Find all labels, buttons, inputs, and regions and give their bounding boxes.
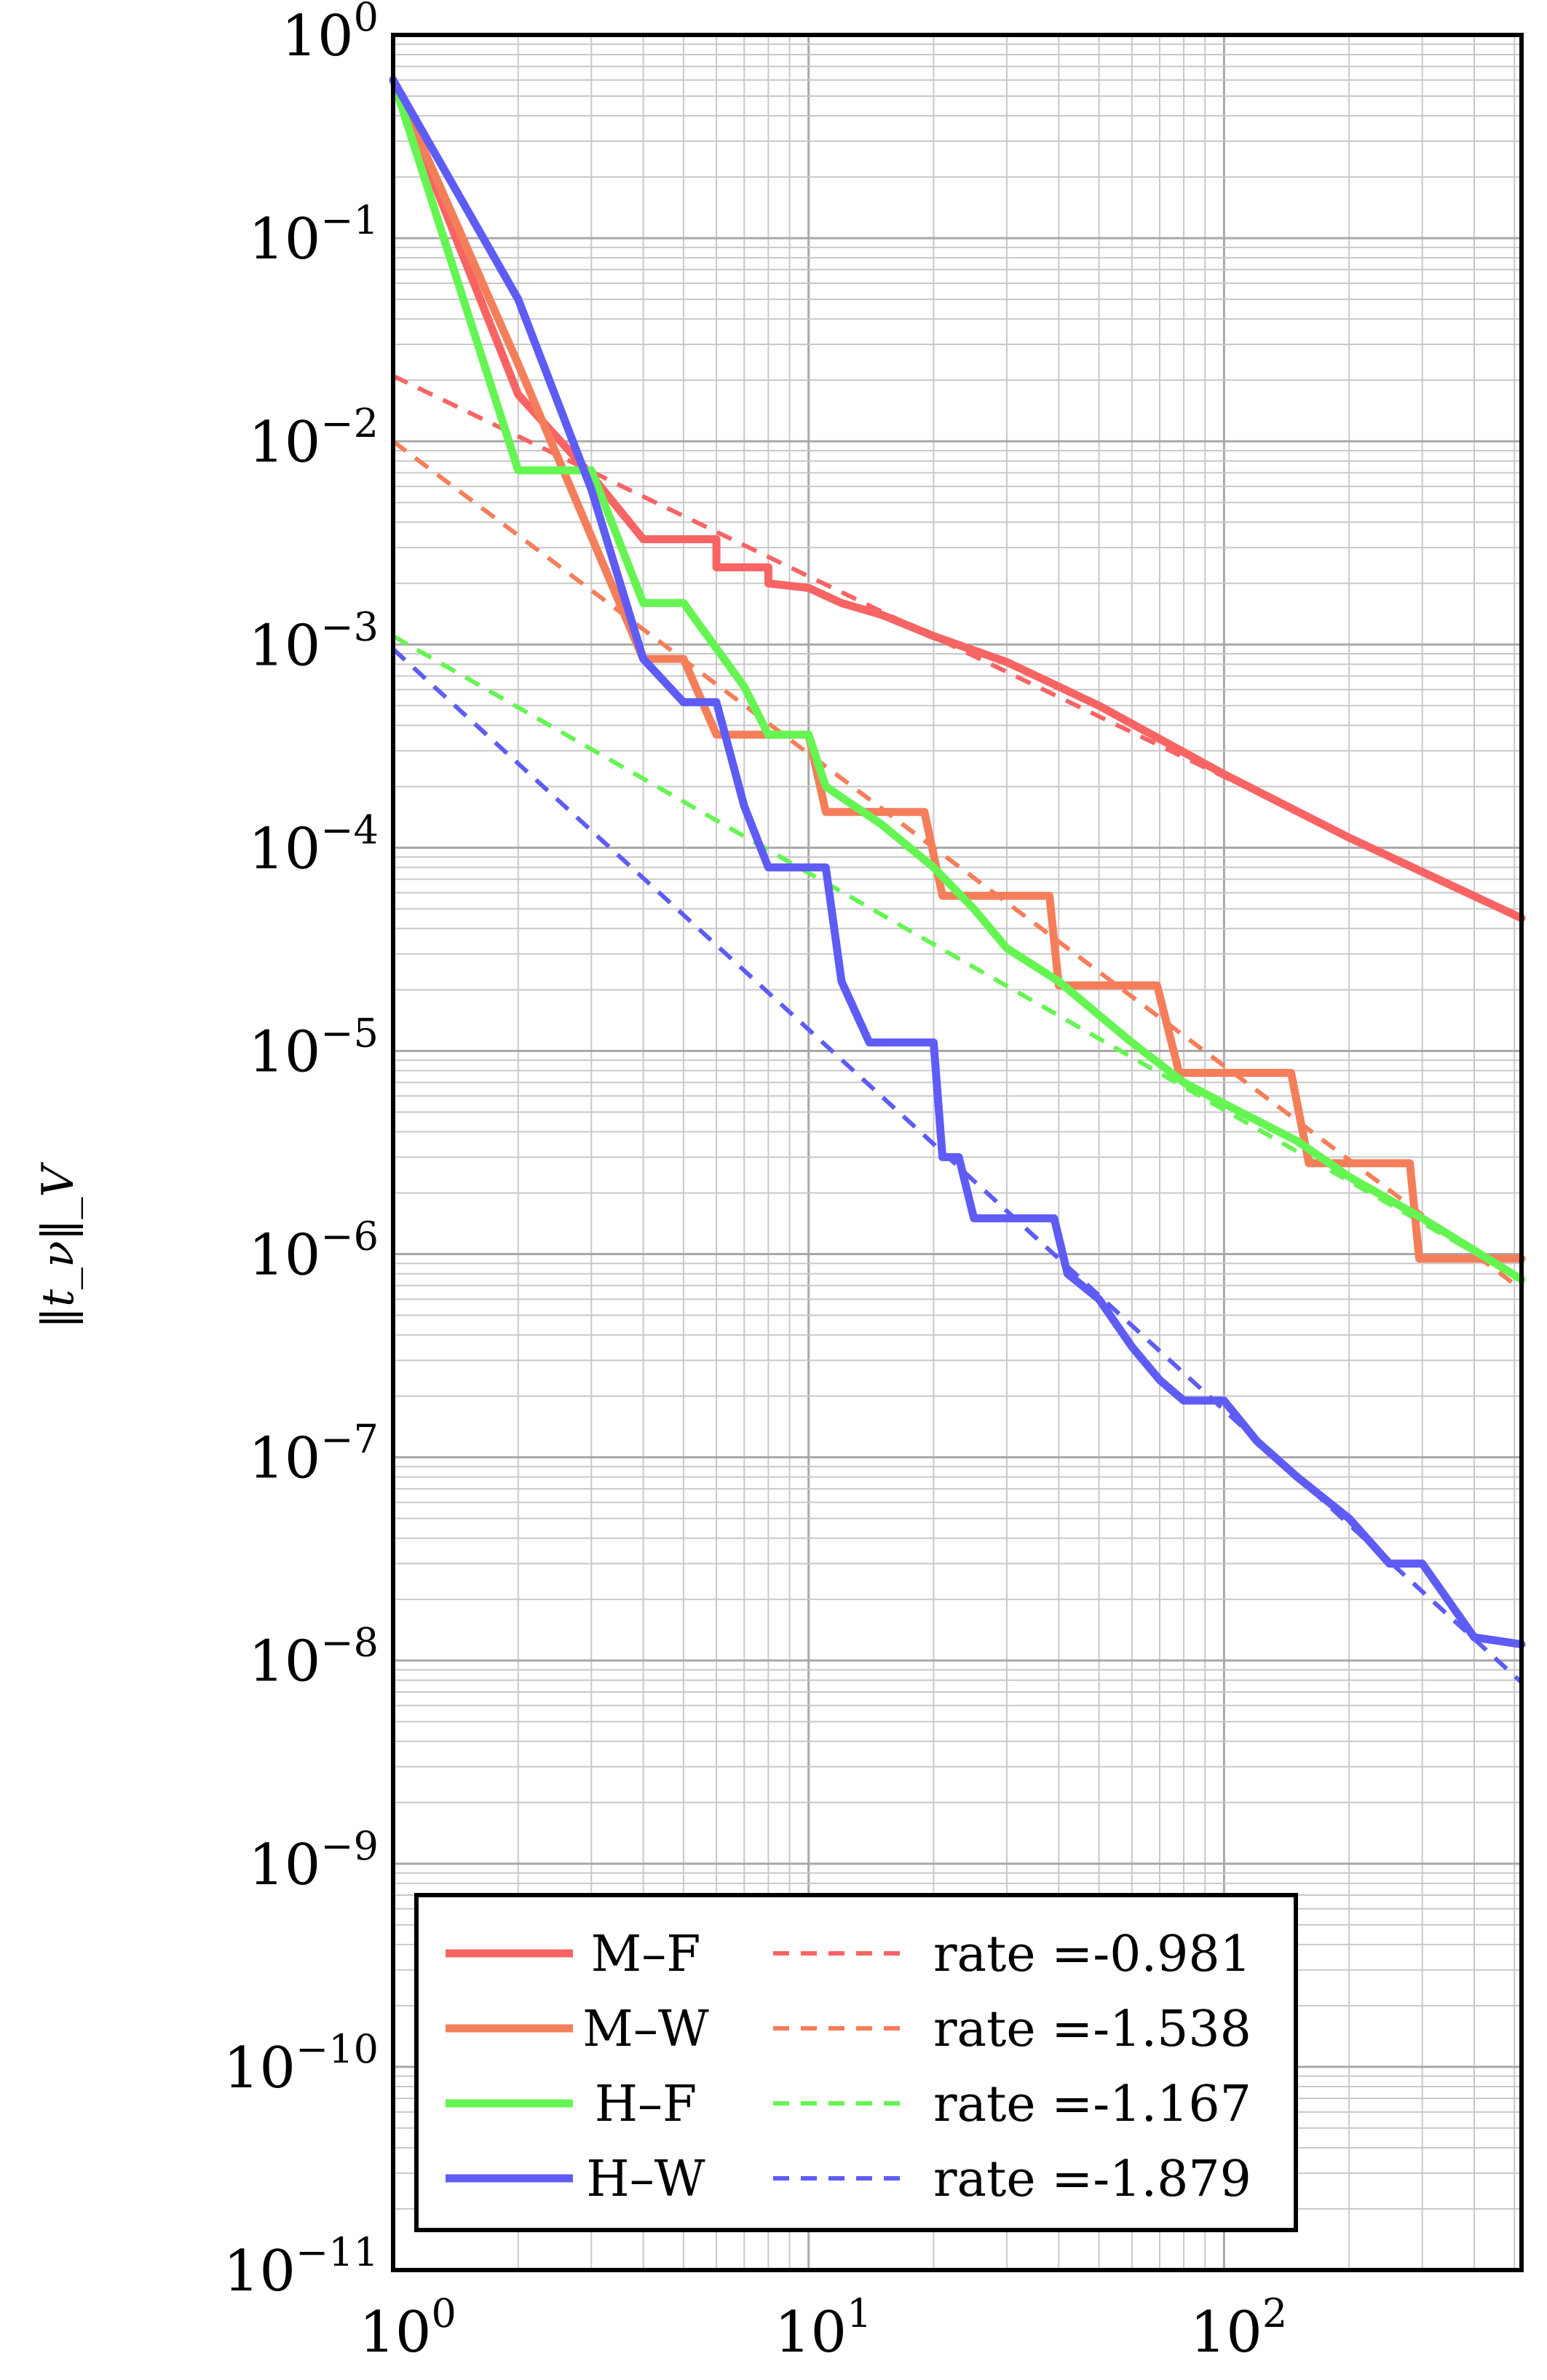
legend-rate-label: rate =-1.879 [933, 2151, 1251, 2208]
rate-line-rate-1-538 [392, 439, 1523, 1292]
legend-rate-label: rate =-1.538 [933, 2001, 1251, 2058]
legend: M–F rate =-0.981 M–W rate =-1.538 H–F rate =-… [414, 1893, 1298, 2232]
y-tick-label: 10−5 [248, 1010, 379, 1085]
y-tick-label: 10−7 [248, 1417, 379, 1492]
legend-rate-label: rate =-1.167 [933, 2076, 1251, 2133]
series-line-h-f [389, 76, 1526, 1284]
x-tick-labels: 100 101 102 [359, 2290, 1287, 2365]
legend-rate-label: rate =-0.981 [933, 1926, 1251, 1983]
plot-frame [391, 33, 1524, 2272]
y-tick-labels: 100 10−1 10−2 10−3 10−4 10−5 10−6 10−7 10−8 10−9 1… [223, 0, 379, 2304]
rate-line-rate-1-167 [392, 634, 1523, 1282]
legend-label: M–W [582, 2001, 709, 2058]
y-axis-label: ‖t_ν‖_V [33, 1161, 84, 1329]
y-tick-label: 10−8 [248, 1620, 379, 1695]
x-tick-label: 100 [359, 2290, 456, 2365]
y-tick-label: 10−3 [248, 604, 379, 679]
series-line-h-w [389, 76, 1526, 1649]
y-tick-label: 10−6 [248, 1214, 379, 1289]
series-line-m-f [389, 76, 1526, 922]
y-tick-label: 10−10 [223, 2026, 379, 2101]
legend-label: H–W [586, 2151, 705, 2208]
x-tick-label: 101 [775, 2290, 872, 2365]
y-tick-label: 10−4 [248, 807, 379, 882]
y-tick-label: 10−11 [223, 2229, 379, 2304]
legend-label: H–F [595, 2076, 697, 2133]
y-tick-label: 10−9 [248, 1823, 379, 1898]
series-layer [389, 76, 1526, 1685]
y-tick-label: 10−1 [248, 197, 379, 272]
y-tick-label: 10−2 [248, 400, 379, 475]
y-tick-label: 100 [281, 0, 379, 69]
legend-label: M–F [591, 1926, 701, 1983]
x-tick-label: 102 [1190, 2290, 1288, 2365]
